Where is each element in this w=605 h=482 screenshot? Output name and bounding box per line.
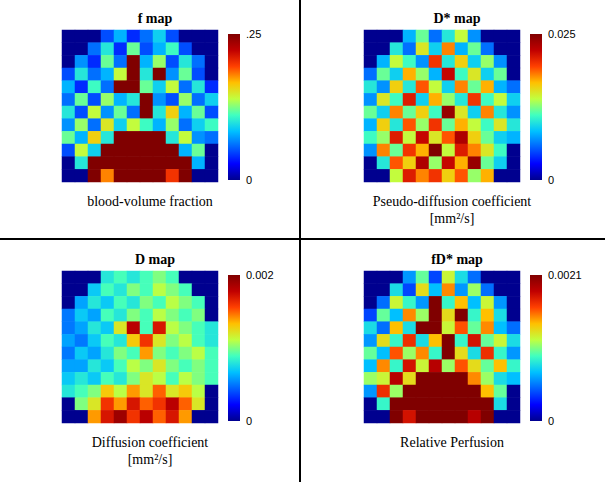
svg-text:Pseudo-diffusion coefficient: Pseudo-diffusion coefficient — [373, 194, 532, 209]
svg-text:0: 0 — [246, 174, 252, 186]
svg-text:D* map: D* map — [433, 11, 480, 26]
svg-text:0: 0 — [246, 415, 252, 427]
svg-text:.25: .25 — [246, 28, 261, 40]
svg-text:0.0021: 0.0021 — [548, 269, 582, 281]
svg-text:0: 0 — [548, 415, 554, 427]
svg-text:D map: D map — [135, 252, 175, 267]
svg-text:fD* map: fD* map — [431, 252, 483, 267]
svg-text:Diffusion coefficient: Diffusion coefficient — [92, 435, 209, 450]
svg-text:0.002: 0.002 — [246, 269, 274, 281]
svg-text:[mm²/s]: [mm²/s] — [128, 452, 173, 467]
svg-text:0.025: 0.025 — [548, 28, 576, 40]
svg-text:[mm²/s]: [mm²/s] — [430, 211, 475, 226]
svg-text:Relative Perfusion: Relative Perfusion — [400, 435, 504, 450]
svg-text:f map: f map — [138, 11, 173, 26]
svg-text:0: 0 — [548, 174, 554, 186]
svg-text:blood-volume fraction: blood-volume fraction — [87, 194, 213, 209]
